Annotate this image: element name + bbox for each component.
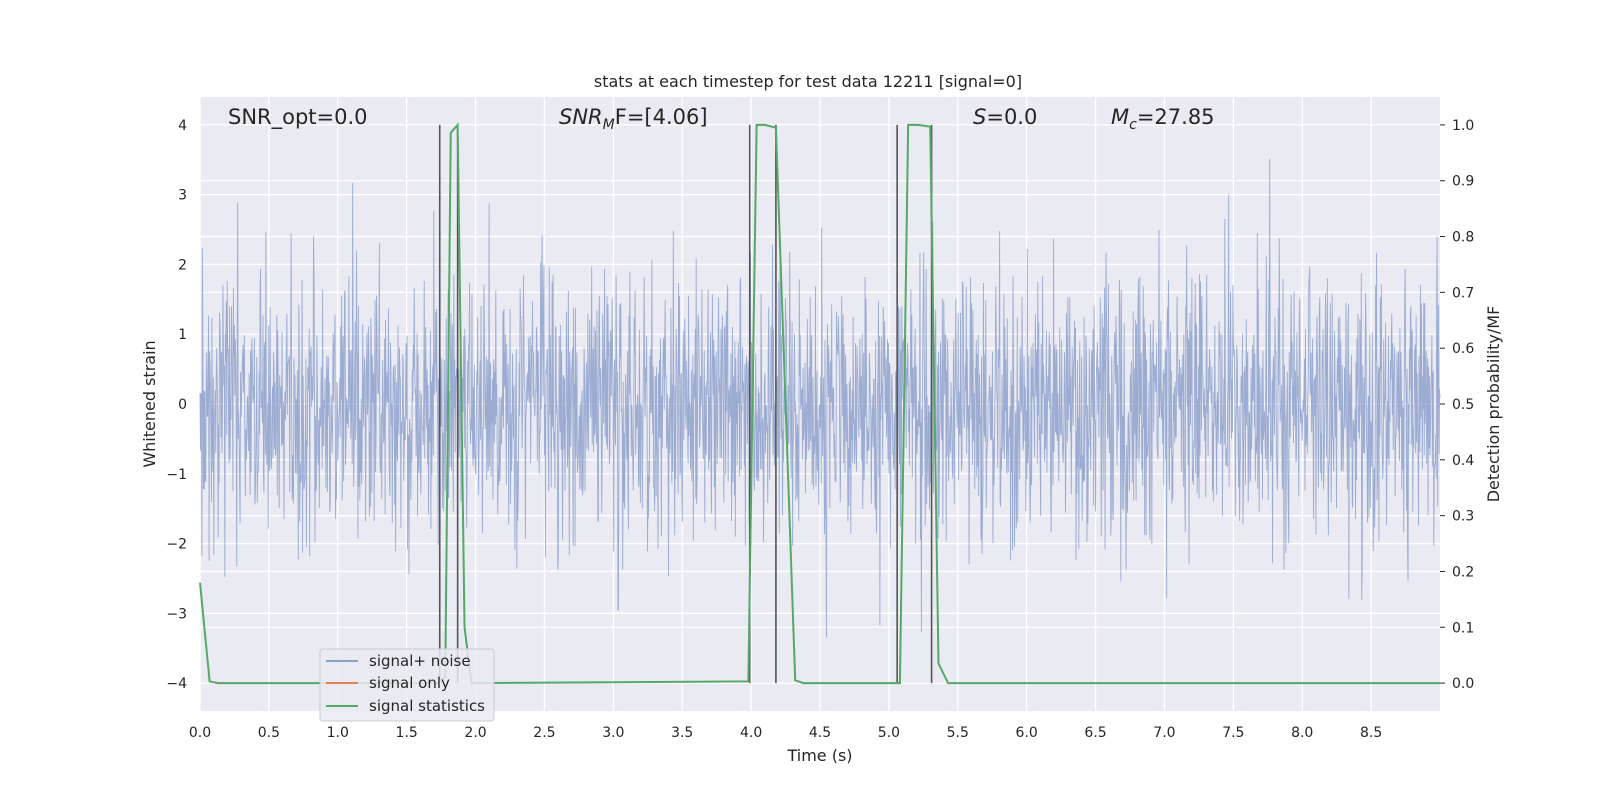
x-tick-label: 3.5 <box>671 725 693 741</box>
signal-noise-series <box>199 158 1441 638</box>
mc-annotation: Mc=27.85 <box>1111 105 1215 133</box>
snr-mf-subscript: M <box>603 117 615 133</box>
y-right-tick-label: 0.7 <box>1452 285 1474 301</box>
y-right-tick-label: 0.8 <box>1452 230 1474 246</box>
x-tick-label: 2.0 <box>464 725 486 741</box>
x-tick-label: 4.0 <box>740 725 762 741</box>
x-tick-label: 5.0 <box>878 725 900 741</box>
legend-label: signal only <box>369 674 450 692</box>
y-tick-label: 0 <box>178 397 187 413</box>
x-tick-label: 7.0 <box>1153 725 1175 741</box>
x-tick-label: 1.0 <box>327 725 349 741</box>
x-tick-label: 3.0 <box>602 725 624 741</box>
x-tick-label: 4.5 <box>809 725 831 741</box>
y-right-tick-label: 0.6 <box>1452 341 1474 357</box>
snr-opt-annotation: SNR_opt=0.0 <box>228 105 368 130</box>
s-symbol: S <box>973 105 986 129</box>
y-tick-label: 3 <box>178 188 187 204</box>
x-tick-label: 6.0 <box>1016 725 1038 741</box>
axis-ticks: 0.0 0.5 1.0 1.5 2.0 2.5 3.0 3.5 4.0 4.5 5.0 5.5 6.0 6… <box>166 118 1474 741</box>
snr-mf-symbol: SNR <box>559 105 603 129</box>
y-tick-label: −1 <box>166 467 187 483</box>
x-tick-label: 1.5 <box>396 725 418 741</box>
legend-label: signal statistics <box>369 697 485 715</box>
legend-label: signal+ noise <box>369 652 471 670</box>
legend-box <box>319 648 495 722</box>
grid <box>199 97 1440 711</box>
y-tick-label: −4 <box>166 676 187 692</box>
y-right-tick-label: 0.9 <box>1452 174 1474 190</box>
y-tick-label: 2 <box>178 257 187 273</box>
s-value: =0.0 <box>986 105 1037 129</box>
x-tick-label: 8.0 <box>1291 725 1313 741</box>
chart-title: stats at each timestep for test data 122… <box>594 72 1022 91</box>
mc-symbol: M <box>1111 105 1129 129</box>
x-axis-label: Time (s) <box>786 746 852 765</box>
legend-item-signal-noise: signal+ noise <box>326 652 471 670</box>
legend-item-signal-statistics: signal statistics <box>326 697 485 715</box>
s-annotation: S=0.0 <box>973 105 1037 129</box>
snr-mf-annotation: SNRMF=[4.06] <box>559 105 708 133</box>
x-tick-label: 7.5 <box>1222 725 1244 741</box>
y-right-tick-label: 0.0 <box>1452 676 1474 692</box>
y-axis-right-label: Detection probability/MF <box>1484 306 1503 503</box>
x-tick-label: 6.5 <box>1084 725 1106 741</box>
signal-noise-line <box>199 158 1441 638</box>
y-tick-label: −3 <box>166 606 187 622</box>
x-tick-label: 5.5 <box>947 725 969 741</box>
x-tick-label: 8.5 <box>1360 725 1382 741</box>
y-tick-label: 4 <box>178 118 187 134</box>
y-right-tick-label: 1.0 <box>1452 118 1474 134</box>
legend-item-signal-only: signal only <box>326 674 450 692</box>
snr-mf-value: F=[4.06] <box>615 105 708 129</box>
y-tick-label: −2 <box>166 537 187 553</box>
mc-value: =27.85 <box>1137 105 1215 129</box>
x-tick-label: 0.0 <box>189 725 211 741</box>
x-tick-label: 0.5 <box>258 725 280 741</box>
y-right-tick-label: 0.3 <box>1452 509 1474 525</box>
x-tick-label: 2.5 <box>533 725 555 741</box>
y-right-tick-label: 0.1 <box>1452 620 1474 636</box>
y-right-tick-label: 0.4 <box>1452 453 1474 469</box>
y-axis-label: Whitened strain <box>140 340 159 467</box>
y-right-tick-label: 0.2 <box>1452 564 1474 580</box>
y-right-tick-label: 0.5 <box>1452 397 1474 413</box>
legend: signal+ noise signal only signal statist… <box>319 648 495 722</box>
mc-subscript: c <box>1129 117 1137 133</box>
y-tick-label: 1 <box>178 327 187 343</box>
